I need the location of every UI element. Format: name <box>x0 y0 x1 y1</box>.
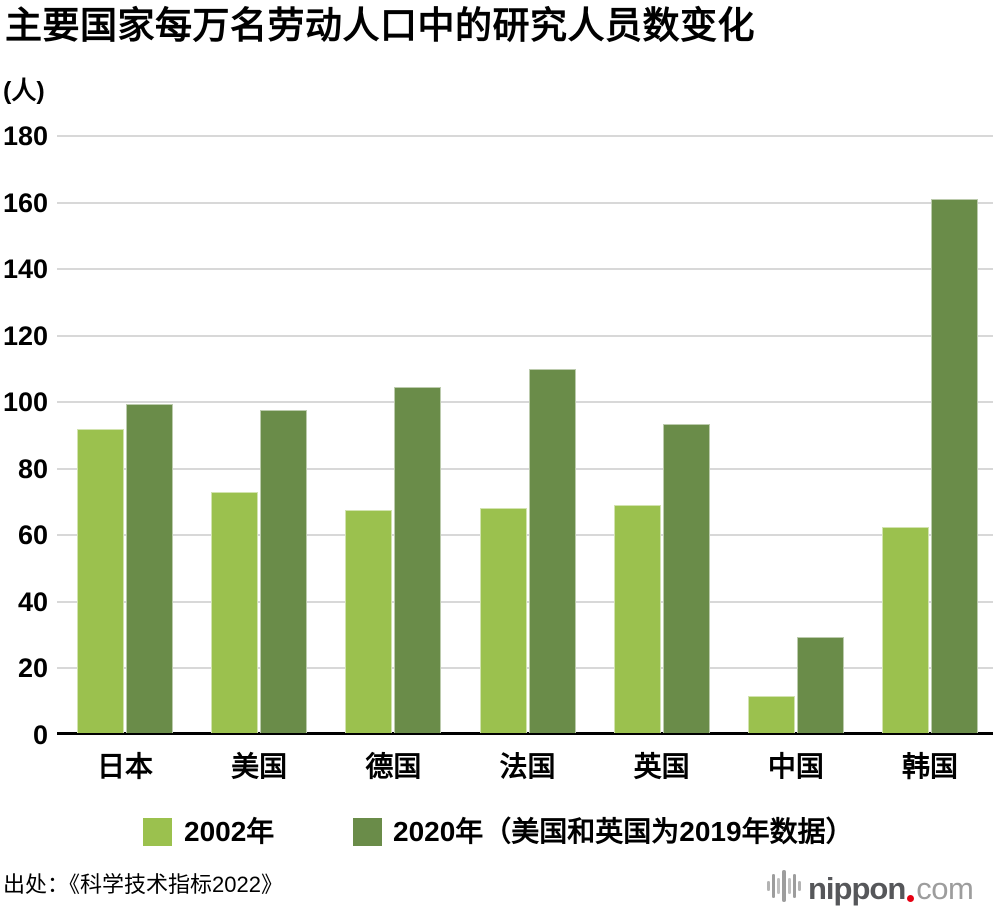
legend-label-2002: 2002年 <box>184 816 275 847</box>
bar-2002年-group2 <box>345 510 393 733</box>
x-axis-label: 英国 <box>633 751 690 782</box>
x-axis-line <box>57 732 993 735</box>
chart-legend: 2002年 2020年（美国和英国为2019年数据） <box>0 814 1000 850</box>
gridline <box>57 268 993 271</box>
source-text: 出处：《科学技术指标2022》 <box>3 872 283 897</box>
x-axis-label: 日本 <box>96 751 153 782</box>
bar-2020年-group6 <box>931 198 979 733</box>
y-tick-label: 180 <box>2 121 48 151</box>
soundwave-icon <box>767 870 801 902</box>
bar-2002年-group5 <box>747 696 795 733</box>
bar-2020年-group4 <box>662 423 710 733</box>
y-tick-label: 160 <box>2 187 48 218</box>
gridline <box>57 401 993 404</box>
bar-2002年-group4 <box>613 505 661 733</box>
legend-swatch-2002 <box>143 818 172 846</box>
gridline <box>57 135 993 137</box>
logo-text-nippon: nippon <box>808 871 906 906</box>
y-tick-label: 20 <box>17 653 48 684</box>
y-tick-label: 40 <box>17 586 48 617</box>
bar-2020年-group1 <box>260 410 308 733</box>
x-axis-label: 美国 <box>231 751 288 782</box>
y-tick-label: 120 <box>2 320 48 351</box>
logo-red-dot <box>907 895 915 902</box>
x-axis-label: 法国 <box>499 751 556 782</box>
bar-2002年-group3 <box>479 508 527 733</box>
x-axis-label: 德国 <box>365 751 422 782</box>
bar-2020年-group5 <box>796 636 844 733</box>
legend-label-2020: 2020年（美国和英国为2019年数据） <box>393 816 854 847</box>
y-tick-label: 140 <box>2 254 48 285</box>
logo-text-com: com <box>916 871 974 906</box>
gridline <box>57 334 993 337</box>
y-tick-label: 60 <box>17 520 48 551</box>
y-tick-label: 0 <box>32 720 48 750</box>
gridline <box>57 201 993 204</box>
bar-2002年-group0 <box>77 428 124 733</box>
y-tick-label: 80 <box>17 453 48 484</box>
bar-2002年-group6 <box>882 526 930 733</box>
bar-chart-plot-area: 日本 美国 德国 法国 英国 中国 韩国 <box>57 135 993 782</box>
bar-2002年-group1 <box>211 491 259 733</box>
y-axis-unit-label: (人) <box>3 77 45 105</box>
legend-swatch-2020 <box>353 818 382 846</box>
bar-2020年-group3 <box>528 368 576 733</box>
x-axis-label: 韩国 <box>902 751 959 782</box>
nippon-logo: nippon com <box>766 866 974 906</box>
gridline <box>57 467 993 470</box>
x-axis-label: 中国 <box>767 751 824 782</box>
y-tick-label: 100 <box>2 387 48 418</box>
bar-2020年-group2 <box>394 386 442 733</box>
chart-title: 主要国家每万名劳动人口中的研究人员数变化 <box>5 5 755 46</box>
bar-2020年-group0 <box>126 403 173 733</box>
